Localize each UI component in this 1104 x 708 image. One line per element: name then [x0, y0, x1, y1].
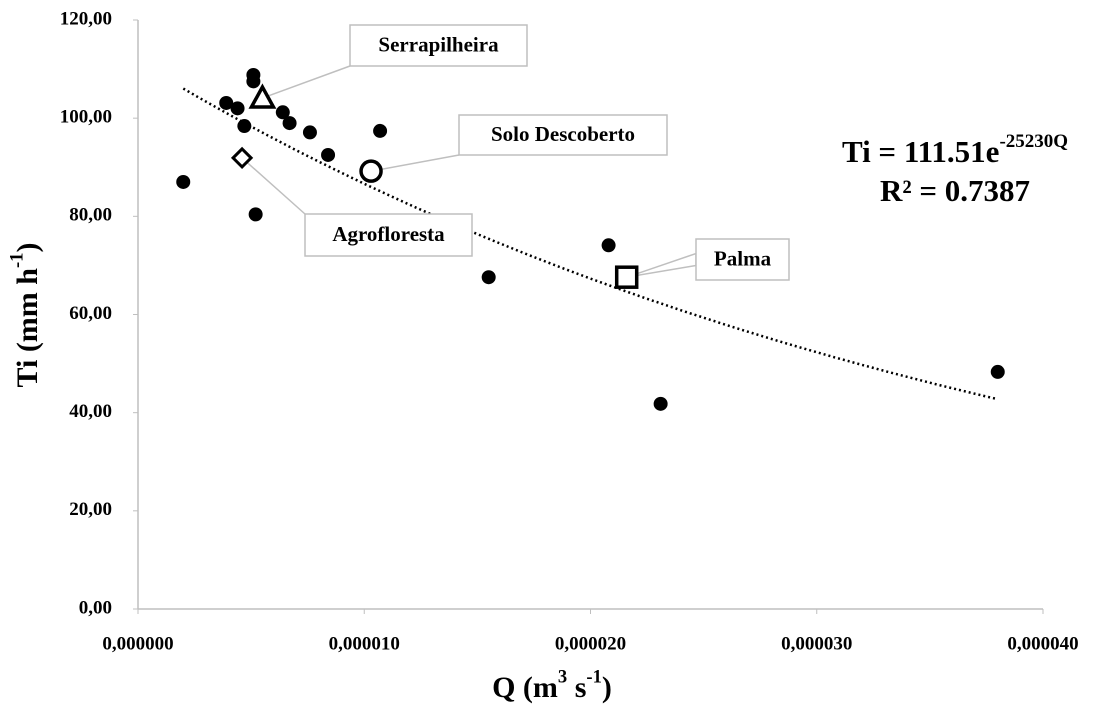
- callout-box: [458, 114, 668, 156]
- marker-diamond: [230, 146, 254, 170]
- callout-leader: [262, 65, 351, 99]
- marker-square: [614, 265, 639, 289]
- callout-label: Palma: [714, 246, 772, 270]
- y-tick-label: 0,00: [79, 597, 112, 618]
- y-tick-label: 20,00: [69, 499, 112, 520]
- data-point: [248, 207, 263, 222]
- marker-circle: [359, 159, 383, 183]
- callout-leader: [370, 154, 460, 172]
- x-tick-label: 0,000030: [781, 633, 852, 654]
- data-point: [230, 101, 245, 116]
- data-point: [373, 123, 388, 138]
- x-tick-label: 0,000020: [555, 633, 626, 654]
- data-point: [481, 270, 496, 285]
- x-axis-title-part: 3: [558, 667, 567, 688]
- equation: Ti = 111.51e-25230Q: [842, 131, 1068, 169]
- y-axis-title: Ti (mm h-1): [7, 243, 44, 388]
- data-point: [653, 396, 668, 411]
- equation-exponent: -25230Q: [999, 131, 1068, 152]
- data-point: [321, 147, 336, 162]
- callout-box: [695, 238, 790, 281]
- x-axis-title-part: Q (m: [492, 671, 558, 704]
- data-point: [246, 74, 261, 89]
- data-point: [219, 95, 234, 110]
- callout-label: Solo Descoberto: [491, 122, 635, 146]
- y-tick-label: 80,00: [69, 205, 112, 226]
- x-tick-label: 0,000040: [1007, 633, 1078, 654]
- equation-base: Ti = 111.51e: [842, 134, 999, 169]
- callout-label: Serrapilheira: [378, 32, 499, 56]
- y-tick-label: 120,00: [60, 8, 112, 29]
- data-point: [282, 116, 297, 131]
- y-tick-label: 60,00: [69, 303, 112, 324]
- y-tick-label: 40,00: [69, 401, 112, 422]
- x-tick-label: 0,000000: [102, 633, 173, 654]
- r-squared: R² = 0.7387: [880, 173, 1030, 208]
- data-point: [176, 174, 191, 189]
- x-tick-label: 0,000010: [329, 633, 400, 654]
- marker-triangle: [248, 83, 277, 109]
- data-point: [237, 119, 252, 134]
- data-point: [275, 105, 290, 120]
- x-axis-title-part: s: [567, 671, 586, 704]
- callout-box: [349, 24, 528, 67]
- x-axis-title-part: ): [602, 671, 612, 704]
- y-axis-title-part: Ti (mm h: [11, 268, 44, 388]
- x-axis-title-part: -1: [586, 667, 602, 688]
- y-axis-title-part: -1: [7, 253, 28, 269]
- callout-label: Agrofloresta: [332, 222, 445, 246]
- data-point: [302, 125, 317, 140]
- data-point: [990, 364, 1005, 379]
- y-axis-title-part: ): [11, 243, 44, 253]
- y-tick-label: 100,00: [60, 107, 112, 128]
- callout-box: [304, 213, 473, 257]
- data-point: [601, 238, 616, 253]
- x-axis-title: Q (m3 s-1): [492, 667, 612, 704]
- callout-leader: [241, 157, 306, 215]
